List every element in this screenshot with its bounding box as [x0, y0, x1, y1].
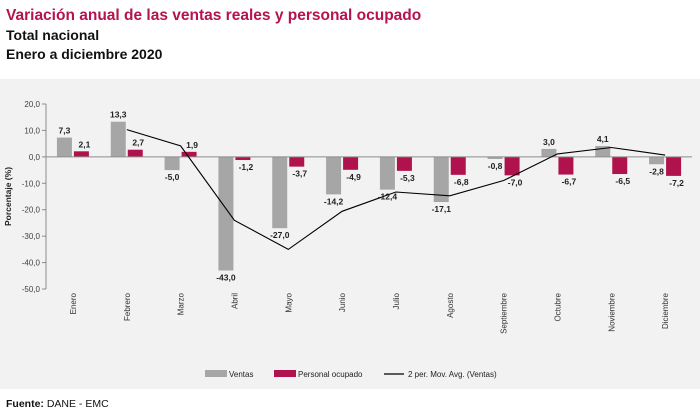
data-label-personal-ocupado: 2,7 [132, 138, 144, 148]
chart-panel: 20,0 10,0 0,0 -10,0 -20,0 -30,0 -40,0 -50,0 Porc… [0, 79, 700, 389]
x-category-label: Mayo [284, 292, 293, 312]
source-footer: Fuente: DANE - EMC [6, 398, 109, 410]
y-tick-label: 20,0 [24, 100, 40, 109]
y-tick-label: -20,0 [22, 206, 41, 215]
data-label-ventas: 7,3 [59, 126, 71, 136]
bar-ventas [56, 137, 72, 157]
bar-ventas [110, 121, 126, 157]
chart-title: Variación anual de las ventas reales y p… [6, 7, 422, 24]
bar-ventas [164, 156, 180, 171]
data-label-personal-ocupado: -7,0 [508, 177, 523, 187]
bar-ventas [649, 156, 665, 165]
x-category-label: Junio [338, 292, 347, 312]
bar-personal-ocupado [73, 151, 89, 157]
y-tick-label: 10,0 [24, 126, 40, 135]
bar-personal-ocupado [396, 156, 412, 171]
legend-swatch-personal-ocupado [274, 370, 296, 377]
data-label-ventas: -5,0 [165, 172, 180, 182]
data-label-ventas: -14,2 [324, 196, 344, 206]
legend-label-moving-average: 2 per. Mov. Avg. (Ventas) [408, 370, 497, 379]
data-label-ventas: -17,1 [432, 204, 452, 214]
bar-personal-ocupado [666, 156, 682, 176]
chart-subtitle-region: Total nacional [6, 27, 100, 43]
x-category-label: Febrero [123, 292, 132, 321]
bar-personal-ocupado [504, 156, 520, 176]
x-category-label: Enero [69, 292, 78, 314]
data-label-ventas: -43,0 [216, 273, 236, 283]
data-label-ventas: -12,4 [378, 192, 398, 202]
x-category-label: Noviembre [607, 292, 616, 331]
legend-label-ventas: Ventas [229, 370, 253, 379]
x-category-label: Septiembre [500, 292, 509, 333]
x-category-label: Abril [230, 293, 239, 309]
data-label-personal-ocupado: -5,3 [400, 173, 415, 183]
data-label-ventas: -27,0 [270, 230, 290, 240]
bar-personal-ocupado [289, 156, 305, 167]
data-label-personal-ocupado: -1,2 [239, 162, 254, 172]
y-tick-label: -50,0 [22, 285, 41, 294]
data-label-personal-ocupado: -6,7 [562, 177, 577, 187]
bar-personal-ocupado [558, 156, 574, 175]
bar-personal-ocupado [450, 156, 466, 175]
moving-average-line [126, 129, 666, 251]
data-label-personal-ocupado: 2,1 [79, 139, 91, 149]
y-tick-label: -30,0 [22, 232, 41, 241]
bar-ventas [272, 156, 288, 229]
bar-ventas [541, 148, 557, 157]
bar-personal-ocupado [343, 156, 359, 170]
x-category-label: Marzo [177, 292, 186, 315]
x-category-label: Agosto [446, 292, 455, 317]
data-label-personal-ocupado: -6,5 [615, 176, 630, 186]
y-axis-title: Porcentaje (%) [3, 167, 13, 226]
data-label-personal-ocupado: -3,7 [292, 169, 307, 179]
data-label-personal-ocupado: 1,9 [186, 140, 198, 150]
chart-svg: 20,0 10,0 0,0 -10,0 -20,0 -30,0 -40,0 -50,0 Porc… [3, 100, 692, 379]
y-tick-label: -10,0 [22, 179, 41, 188]
data-label-ventas: -0,8 [488, 161, 503, 171]
bar-personal-ocupado [612, 156, 628, 175]
bar-ventas [326, 156, 342, 195]
chart-subtitle-period: Enero a diciembre 2020 [6, 46, 163, 62]
bar-ventas [487, 156, 503, 159]
bar-ventas [379, 156, 395, 190]
source-text: DANE - EMC [46, 398, 109, 410]
y-tick-label: -40,0 [22, 259, 41, 268]
legend-label-personal-ocupado: Personal ocupado [298, 370, 363, 379]
y-tick-label: 0,0 [29, 153, 41, 162]
data-label-ventas: 4,1 [597, 134, 609, 144]
data-label-personal-ocupado: -4,9 [346, 172, 361, 182]
bar-personal-ocupado [181, 151, 197, 157]
bar-personal-ocupado [235, 156, 251, 161]
data-label-ventas: -2,8 [649, 166, 664, 176]
legend-swatch-ventas [205, 370, 227, 377]
source-label: Fuente: [6, 398, 44, 410]
bar-ventas [595, 146, 611, 157]
x-category-label: Julio [392, 292, 401, 309]
data-label-ventas: 13,3 [110, 110, 127, 120]
x-category-label: Octubre [553, 292, 562, 321]
data-label-ventas: 3,0 [543, 137, 555, 147]
x-category-label: Diciembre [661, 292, 670, 329]
data-label-personal-ocupado: -7,2 [669, 178, 684, 188]
bar-personal-ocupado [127, 149, 143, 157]
bar-ventas [218, 156, 234, 271]
bar-ventas [433, 156, 449, 203]
data-label-personal-ocupado: -6,8 [454, 177, 469, 187]
